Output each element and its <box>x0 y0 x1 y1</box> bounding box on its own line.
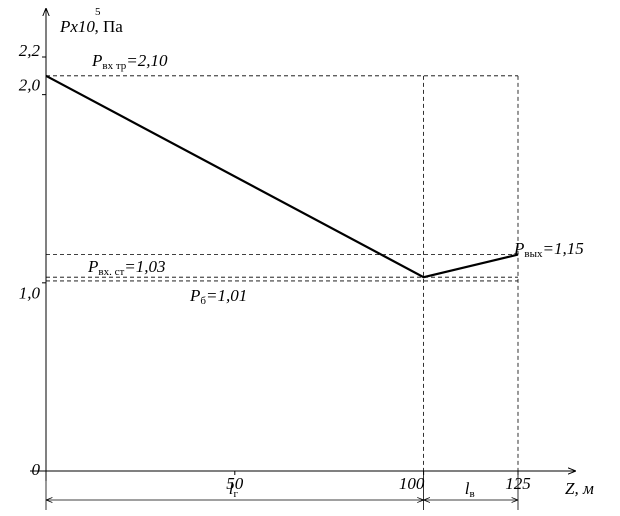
annotation-symbol: P <box>87 257 98 276</box>
data-line <box>45 74 519 279</box>
annotation: Pвых=1,15 <box>513 239 584 260</box>
annotation-symbol: P <box>91 51 102 70</box>
annotation-subscript: вх. ст <box>98 266 124 278</box>
y-tick-label: 2,2 <box>19 41 41 60</box>
annotation-symbol: P <box>513 239 524 258</box>
y-label-text: Px10 <box>59 17 95 36</box>
y-tick-label: 0 <box>32 460 41 479</box>
x-tick-label: 100 <box>399 474 425 493</box>
y-tick-label: 1,0 <box>19 284 41 303</box>
x-axis-label: Z, м <box>565 479 594 498</box>
annotation-value: =2,10 <box>126 51 168 70</box>
annotation-subscript: вых <box>524 248 543 260</box>
y-label-unit: , Па <box>94 17 123 36</box>
y-axis-label: Px105, Па <box>59 6 123 36</box>
annotation-value: =1,01 <box>206 286 247 305</box>
dimension-label: lг <box>229 479 239 500</box>
annotation-value: =1,15 <box>542 239 583 258</box>
dimension-subscript: г <box>234 488 239 500</box>
dimension-subscript: в <box>470 488 475 500</box>
annotation: Pвх. ст=1,03 <box>87 257 166 278</box>
annotation: Pб=1,01 <box>189 286 247 307</box>
annotation-subscript: вх тр <box>102 60 126 72</box>
annotation-symbol: P <box>189 286 200 305</box>
dimension-label: lв <box>465 479 475 500</box>
annotation-value: =1,03 <box>124 257 165 276</box>
x-tick-label: 50 <box>226 474 244 493</box>
y-tick-label: 2,0 <box>19 76 41 95</box>
dimension-symbol: l <box>229 479 234 498</box>
annotation-subscript: б <box>200 295 206 307</box>
dimension-symbol: l <box>465 479 470 498</box>
y-label-sup: 5 <box>95 6 101 18</box>
annotation: Pвх тр=2,10 <box>91 51 168 72</box>
